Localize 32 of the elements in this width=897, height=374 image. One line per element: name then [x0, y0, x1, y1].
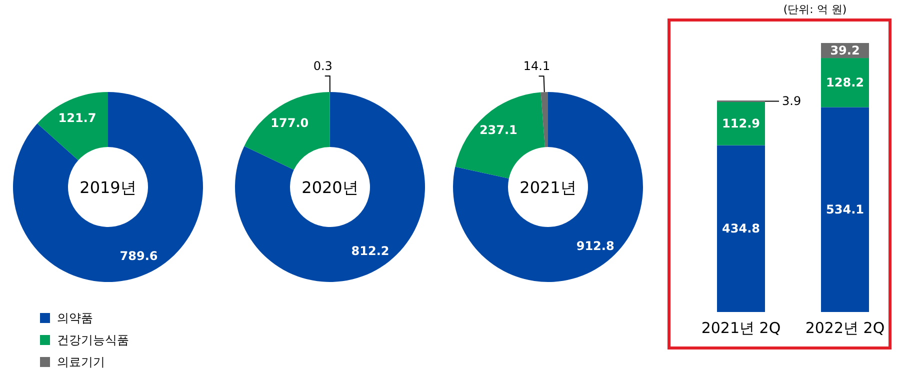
data-label: 128.2: [826, 76, 864, 90]
data-label: 0.3: [313, 59, 332, 73]
bar: [717, 145, 765, 312]
text: (단위: 억 원): [783, 3, 847, 16]
x-tick-label: 2022년 2Q: [805, 319, 885, 337]
x-tick-label: 2021년 2Q: [701, 319, 781, 337]
donut-slice: [453, 92, 643, 282]
bar: [717, 102, 765, 146]
legend-label: 의료기기: [57, 355, 105, 369]
data-label: 39.2: [830, 44, 860, 58]
data-label: 237.1: [479, 123, 518, 138]
bar: [821, 107, 869, 312]
donut-slice: [235, 92, 425, 282]
text: 2021년: [520, 178, 576, 197]
data-label: 789.6: [120, 248, 158, 263]
legend-label: 의약품: [57, 311, 93, 325]
donut-slice: [244, 92, 330, 170]
data-label: 534.1: [826, 202, 864, 217]
data-label: 121.7: [58, 111, 96, 126]
donut-slice: [455, 92, 545, 178]
legend-label: 건강기능식품: [57, 333, 129, 347]
bar: [821, 58, 869, 108]
donut-slice: [540, 92, 548, 148]
data-label: 14.1: [523, 59, 550, 74]
data-label: 912.8: [576, 238, 614, 253]
text: 2019년: [80, 178, 136, 197]
data-label: 112.9: [722, 116, 760, 131]
data-label: 434.8: [722, 222, 760, 236]
text: 2020년: [302, 178, 358, 197]
data-label: 177.0: [270, 116, 309, 130]
data-label: 3.9: [782, 94, 802, 108]
data-label: 812.2: [351, 244, 390, 258]
